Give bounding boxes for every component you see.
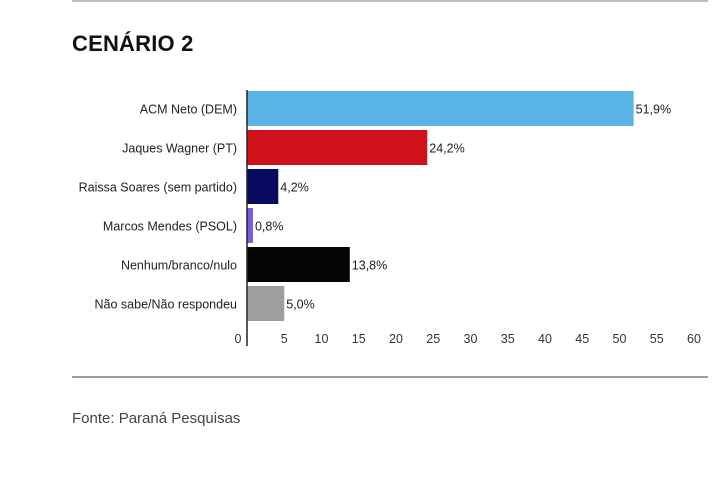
x-tick-label: 55 bbox=[650, 332, 664, 346]
x-tick-label: 20 bbox=[389, 332, 403, 346]
x-tick-label: 10 bbox=[315, 332, 329, 346]
category-label: Não sabe/Não respondeu bbox=[95, 298, 238, 312]
bar bbox=[247, 286, 285, 321]
x-tick-label: 0 bbox=[235, 332, 242, 346]
x-tick-label: 45 bbox=[575, 332, 589, 346]
bar bbox=[247, 91, 634, 126]
data-label: 4,2% bbox=[280, 181, 309, 195]
data-label: 0,8% bbox=[255, 220, 284, 234]
category-label: Jaques Wagner (PT) bbox=[122, 142, 237, 156]
x-tick-label: 25 bbox=[426, 332, 440, 346]
bar bbox=[247, 247, 350, 282]
source-note: Fonte: Paraná Pesquisas bbox=[72, 410, 241, 427]
x-tick-label: 35 bbox=[501, 332, 515, 346]
chart-title: CENÁRIO 2 bbox=[72, 31, 194, 56]
category-label: Marcos Mendes (PSOL) bbox=[103, 220, 237, 234]
top-divider bbox=[72, 0, 708, 2]
category-label: ACM Neto (DEM) bbox=[140, 103, 237, 117]
x-tick-label: 15 bbox=[352, 332, 366, 346]
bar bbox=[247, 169, 279, 204]
bar bbox=[247, 208, 253, 243]
category-label: Raissa Soares (sem partido) bbox=[79, 181, 237, 195]
x-tick-label: 30 bbox=[464, 332, 478, 346]
data-label: 5,0% bbox=[286, 298, 315, 312]
data-label: 51,9% bbox=[636, 103, 671, 117]
data-label: 13,8% bbox=[352, 259, 387, 273]
x-tick-label: 5 bbox=[281, 332, 288, 346]
data-label: 24,2% bbox=[429, 142, 464, 156]
x-tick-label: 60 bbox=[687, 332, 701, 346]
x-tick-label: 50 bbox=[613, 332, 627, 346]
x-tick-label: 40 bbox=[538, 332, 552, 346]
bar-chart: ACM Neto (DEM) 51,9% Jaques Wagner (PT) 24,… bbox=[79, 90, 701, 346]
bar bbox=[247, 130, 428, 165]
category-label: Nenhum/branco/nulo bbox=[121, 259, 237, 273]
bottom-divider bbox=[72, 376, 708, 378]
